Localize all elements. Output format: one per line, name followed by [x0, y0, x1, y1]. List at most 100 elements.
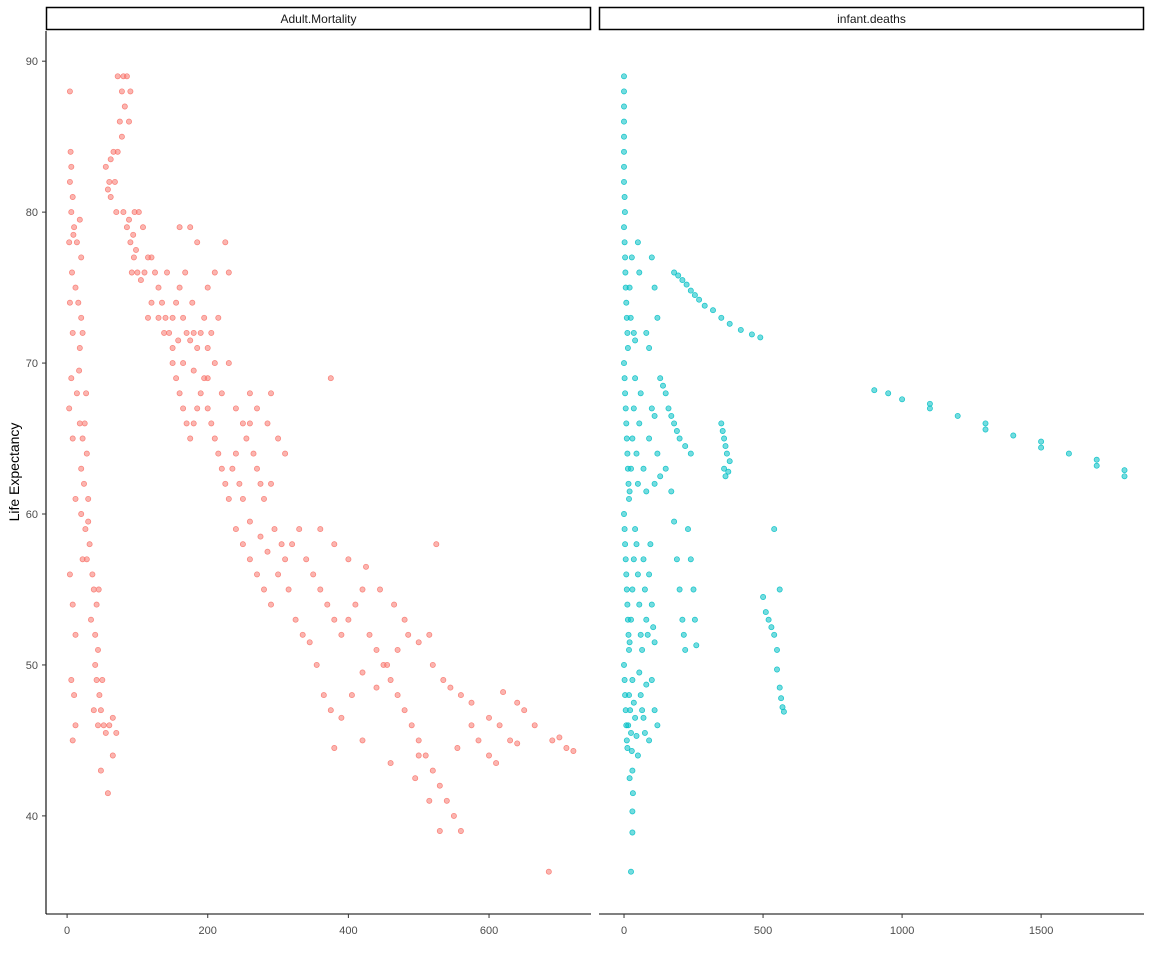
data-point	[345, 616, 352, 623]
data-point	[69, 269, 75, 276]
data-point	[246, 420, 253, 427]
data-point	[387, 677, 394, 683]
data-point	[68, 375, 75, 382]
data-point	[627, 314, 634, 321]
y-tick-label: 80	[26, 207, 38, 219]
data-point	[683, 281, 690, 288]
data-point	[624, 345, 631, 351]
data-point	[624, 329, 631, 336]
data-point	[622, 390, 629, 397]
data-point	[264, 420, 271, 427]
data-point	[289, 541, 296, 548]
data-point	[633, 541, 640, 548]
data-point	[387, 760, 394, 767]
data-point	[623, 435, 630, 442]
data-point	[246, 556, 253, 563]
data-point	[155, 284, 162, 291]
data-point	[68, 163, 75, 170]
data-point	[127, 239, 134, 246]
data-point	[187, 224, 194, 231]
data-point	[621, 133, 627, 140]
data-point	[651, 639, 658, 646]
data-point	[110, 148, 117, 155]
data-point	[640, 556, 647, 563]
data-point	[671, 269, 678, 276]
data-point	[201, 314, 208, 321]
data-point	[926, 400, 933, 407]
data-point	[176, 390, 183, 397]
x-tick-label: 500	[754, 925, 772, 937]
data-point	[563, 745, 570, 751]
data-point	[79, 435, 86, 442]
data-point	[327, 375, 334, 382]
data-point	[521, 707, 528, 714]
data-point	[187, 435, 194, 442]
data-point	[637, 390, 644, 397]
data-point	[443, 797, 450, 804]
data-point	[719, 428, 726, 434]
data-point	[76, 367, 83, 374]
data-point	[632, 337, 639, 344]
data-point	[111, 178, 118, 185]
data-point	[275, 571, 282, 578]
data-point	[278, 541, 285, 548]
data-point	[215, 314, 222, 321]
strip-infant-deaths	[598, 6, 1145, 31]
data-point	[648, 254, 655, 261]
data-point	[73, 239, 80, 246]
data-point	[229, 465, 236, 472]
data-point	[628, 868, 634, 875]
data-point	[140, 224, 146, 231]
data-point	[359, 737, 366, 744]
data-point	[348, 692, 355, 699]
data-point	[83, 390, 90, 397]
data-point	[182, 269, 189, 276]
data-point	[218, 465, 225, 472]
data-point	[776, 684, 783, 691]
data-point	[671, 420, 678, 427]
data-point	[457, 828, 464, 834]
data-point	[622, 254, 629, 261]
x-tick-label: 200	[199, 925, 217, 937]
data-point	[447, 684, 454, 691]
data-point	[723, 450, 730, 457]
data-point	[324, 601, 331, 608]
data-point	[81, 420, 88, 427]
data-point	[624, 745, 631, 751]
data-point	[69, 737, 76, 744]
data-point	[126, 216, 132, 223]
data-point	[366, 631, 373, 638]
data-point	[377, 586, 383, 593]
data-point	[106, 178, 113, 185]
data-point	[68, 677, 75, 683]
data-point	[641, 586, 648, 593]
data-point	[634, 571, 641, 578]
data-point	[636, 269, 643, 276]
data-point	[373, 646, 380, 653]
data-point	[514, 740, 521, 747]
data-point	[89, 571, 96, 578]
data-point	[126, 118, 132, 125]
data-point	[85, 518, 92, 525]
y-tick-label: 70	[26, 358, 38, 370]
x-tick-label: 0	[64, 925, 70, 937]
data-point	[310, 571, 317, 578]
data-point	[152, 269, 158, 276]
data-point	[679, 277, 686, 284]
data-point	[66, 571, 73, 578]
data-point	[1038, 444, 1045, 451]
data-point	[373, 684, 380, 691]
data-point	[682, 646, 689, 653]
data-point	[282, 556, 289, 563]
data-point	[662, 390, 669, 397]
data-point	[899, 396, 906, 403]
data-point	[623, 737, 630, 744]
data-point	[1093, 456, 1100, 463]
data-point	[66, 178, 73, 185]
data-point	[641, 729, 648, 736]
data-point	[757, 334, 764, 341]
data-point	[726, 320, 733, 327]
data-point	[623, 299, 630, 306]
data-point	[621, 118, 627, 125]
